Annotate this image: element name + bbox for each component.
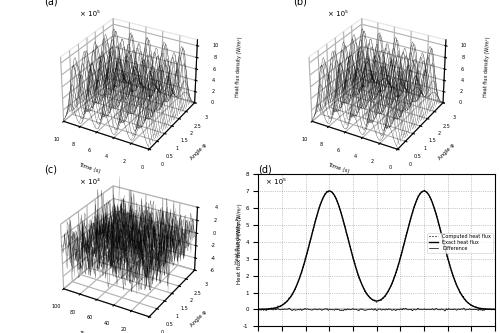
Exact heat flux	[444, 255, 450, 259]
Computed heat flux	[360, 285, 366, 289]
Exact heat flux	[440, 239, 446, 243]
Difference	[442, 309, 448, 313]
Computed heat flux	[492, 308, 498, 312]
Text: (d): (d)	[258, 164, 272, 174]
Difference	[440, 308, 446, 312]
Y-axis label: Heat flux density (W/m²): Heat flux density (W/m²)	[236, 216, 242, 284]
Line: Exact heat flux: Exact heat flux	[258, 191, 495, 309]
Computed heat flux	[421, 188, 427, 192]
X-axis label: Time (s): Time (s)	[78, 163, 101, 174]
Line: Computed heat flux: Computed heat flux	[258, 190, 495, 310]
Exact heat flux	[280, 303, 285, 307]
Difference	[352, 307, 358, 311]
Difference	[286, 306, 292, 310]
Exact heat flux	[418, 190, 424, 194]
Text: (b): (b)	[293, 0, 307, 7]
Difference	[280, 307, 285, 311]
Y-axis label: Angle φ: Angle φ	[190, 142, 208, 161]
Difference	[444, 308, 450, 312]
Y-axis label: Angle φ: Angle φ	[190, 310, 208, 328]
Computed heat flux	[280, 302, 286, 306]
Text: × 10⁵: × 10⁵	[266, 179, 285, 185]
Exact heat flux	[360, 285, 366, 289]
Exact heat flux	[352, 260, 358, 264]
Computed heat flux	[418, 190, 424, 194]
Text: × 10⁵: × 10⁵	[328, 11, 348, 17]
Computed heat flux	[444, 256, 450, 260]
Computed heat flux	[256, 307, 262, 311]
Exact heat flux	[326, 189, 332, 193]
Legend: Computed heat flux, Exact heat flux, Difference: Computed heat flux, Exact heat flux, Dif…	[427, 233, 492, 252]
Line: Difference: Difference	[258, 308, 495, 311]
Text: (c): (c)	[44, 164, 58, 174]
Y-axis label: Angle φ: Angle φ	[438, 142, 456, 161]
Computed heat flux	[440, 240, 446, 244]
Computed heat flux	[260, 308, 266, 312]
Text: × 10⁵: × 10⁵	[80, 11, 100, 17]
Difference	[418, 308, 424, 312]
Difference	[256, 307, 262, 311]
Difference	[360, 307, 366, 311]
Computed heat flux	[352, 260, 358, 264]
Exact heat flux	[256, 307, 262, 311]
X-axis label: Time (s): Time (s)	[78, 330, 101, 333]
Difference	[492, 308, 498, 312]
Text: × 10⁴: × 10⁴	[80, 179, 100, 185]
Exact heat flux	[492, 307, 498, 311]
Text: (a): (a)	[44, 0, 58, 7]
X-axis label: Time (s): Time (s)	[327, 163, 349, 174]
